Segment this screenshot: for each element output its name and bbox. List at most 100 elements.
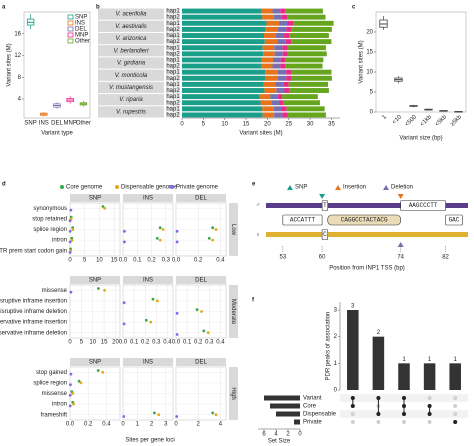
bar-segment bbox=[280, 63, 286, 69]
hap-strip bbox=[166, 57, 180, 63]
sequence-box bbox=[321, 229, 329, 240]
dot bbox=[155, 236, 159, 240]
bar-segment bbox=[291, 69, 332, 75]
x-tick-label: 0.2 bbox=[141, 340, 150, 346]
sequence-box bbox=[327, 214, 401, 226]
bar bbox=[398, 363, 410, 390]
x-tick-label: 30 bbox=[307, 122, 314, 128]
bar-segment bbox=[286, 106, 325, 112]
bar-segment bbox=[182, 8, 262, 14]
x-tick-label: 10 bbox=[221, 122, 228, 128]
panel-letter: b bbox=[96, 5, 100, 11]
x-tick-label: <5kb bbox=[434, 114, 448, 128]
set-size-bar bbox=[270, 403, 300, 409]
matrix-dot bbox=[402, 412, 406, 416]
matrix-dot bbox=[427, 412, 432, 416]
bar-segment bbox=[277, 94, 283, 100]
y-tick-label: 2 bbox=[334, 334, 338, 340]
y-tick-label: 10 bbox=[366, 70, 373, 76]
bar-segment bbox=[182, 69, 266, 75]
bar-segment bbox=[291, 39, 332, 45]
matrix-dot bbox=[427, 404, 432, 408]
dot bbox=[207, 236, 211, 240]
bar-segment bbox=[282, 51, 288, 57]
x-tick-label: 0.2 bbox=[84, 422, 93, 428]
bar-segment bbox=[291, 75, 332, 81]
bar-segment bbox=[280, 57, 286, 63]
x-tick-label: 0 bbox=[298, 432, 302, 438]
category-label: conservative inframe deletion bbox=[0, 330, 67, 336]
species-strip bbox=[98, 20, 164, 32]
set-size-bar bbox=[264, 395, 300, 401]
panel-title: DEL bbox=[195, 360, 207, 366]
species-strip bbox=[98, 106, 164, 118]
dot bbox=[195, 308, 199, 312]
variant-marker bbox=[397, 242, 404, 247]
dot bbox=[68, 219, 72, 223]
legend-label: Insertion bbox=[343, 185, 366, 191]
category-label: frameshift bbox=[41, 412, 68, 418]
bar-segment bbox=[285, 8, 323, 14]
bar-segment bbox=[286, 75, 292, 81]
dot bbox=[161, 228, 165, 231]
y-tick-label: 1 bbox=[334, 361, 338, 367]
bar-segment bbox=[259, 94, 271, 100]
x-tick-label: 0.3 bbox=[162, 258, 171, 264]
legend-label: Dispensable genome bbox=[121, 185, 178, 191]
hap-label: hap2 bbox=[166, 100, 180, 106]
bar-label: 1 bbox=[428, 357, 432, 363]
hap-label: hap1 bbox=[166, 58, 180, 64]
dot bbox=[144, 318, 148, 322]
sequence-box bbox=[282, 214, 323, 226]
x-tick-label: <1kb bbox=[419, 114, 433, 128]
matrix-dot-empty bbox=[376, 420, 381, 424]
matrix-dot bbox=[350, 396, 355, 400]
bar-segment bbox=[261, 8, 273, 14]
bar-segment bbox=[278, 20, 288, 26]
bar-segment bbox=[273, 14, 282, 20]
legend-marker bbox=[170, 185, 174, 189]
x-tick-label: 1 bbox=[136, 422, 140, 428]
set-size-bar bbox=[294, 419, 300, 425]
x-tick-label: 15 bbox=[101, 340, 108, 346]
plot-frame bbox=[375, 11, 467, 113]
species-strip bbox=[98, 81, 164, 94]
bar-segment bbox=[182, 81, 264, 87]
bar-segment bbox=[284, 33, 290, 38]
species-label: V. acerifolia bbox=[116, 12, 148, 18]
panel-letter: a bbox=[2, 5, 6, 11]
dot bbox=[69, 290, 73, 294]
bar-segment bbox=[265, 69, 278, 75]
bar-segment bbox=[263, 81, 276, 87]
bar-segment bbox=[278, 100, 284, 106]
hap-track bbox=[266, 203, 468, 208]
bar-segment bbox=[265, 26, 278, 32]
dot bbox=[211, 238, 215, 242]
bar-segment bbox=[282, 94, 318, 100]
legend-label: Private genome bbox=[176, 185, 219, 191]
hap-label: hap1 bbox=[166, 9, 180, 15]
dot bbox=[149, 320, 153, 324]
bar-segment bbox=[274, 112, 283, 118]
x-tick-label: 6 bbox=[262, 432, 266, 438]
hap-strip bbox=[166, 20, 180, 27]
bar-segment bbox=[262, 14, 274, 20]
category-label: synonymous bbox=[33, 206, 67, 212]
bar-segment bbox=[286, 26, 292, 32]
x-tick-label: 0.1 bbox=[130, 340, 139, 346]
y-tick-label: 0 bbox=[370, 110, 374, 116]
x-tick-label: 74 bbox=[397, 255, 404, 261]
dot bbox=[96, 369, 100, 372]
species-label: V. aestivalis bbox=[115, 24, 147, 30]
panel-header bbox=[123, 276, 173, 284]
dot bbox=[68, 404, 72, 408]
bar-segment bbox=[281, 14, 288, 20]
variant-marker bbox=[397, 194, 404, 199]
set-size-title: Set Size bbox=[268, 439, 291, 445]
x-tick-label: 4 bbox=[274, 432, 278, 438]
strip bbox=[229, 367, 238, 420]
hap-strip bbox=[166, 106, 180, 112]
panel-title: INS bbox=[143, 278, 153, 284]
bar bbox=[423, 363, 436, 390]
sequence-box bbox=[400, 200, 446, 211]
